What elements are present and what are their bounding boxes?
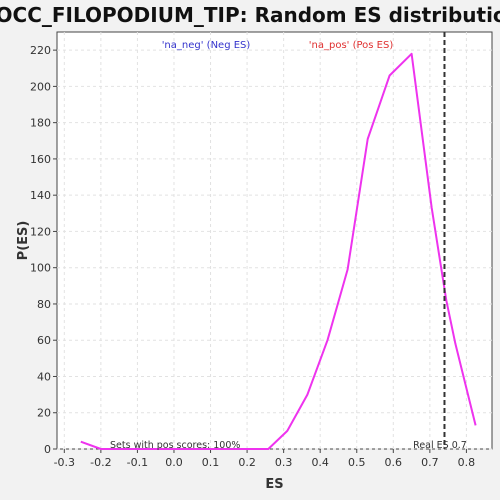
x-tick-label: -0.3 — [54, 456, 75, 469]
x-tick-label: -0.2 — [90, 456, 111, 469]
chart-title: GOCC_FILOPODIUM_TIP: Random ES distribut… — [0, 3, 500, 27]
y-tick-label: 100 — [30, 262, 51, 275]
y-tick-label: 180 — [30, 117, 51, 130]
y-tick-label: 40 — [37, 370, 51, 383]
x-tick-label: -0.1 — [127, 456, 148, 469]
axis-ticks: -0.3 -0.2 -0.1 0.0 0.1 0.2 0.3 0.4 0.5 0.6 0.7 0.8 0… — [30, 44, 475, 469]
x-tick-label: 0.2 — [238, 456, 256, 469]
y-tick-label: 20 — [37, 407, 51, 420]
y-tick-label: 60 — [37, 334, 51, 347]
y-tick-label: 200 — [30, 80, 51, 93]
y-axis-label: P(ES) — [16, 221, 31, 261]
x-tick-label: 0.8 — [458, 456, 476, 469]
x-axis-label: ES — [265, 477, 283, 492]
x-tick-label: 0.5 — [348, 456, 366, 469]
series-group — [80, 52, 477, 450]
y-tick-label: 220 — [30, 44, 51, 57]
x-tick-label: 0.3 — [275, 456, 293, 469]
y-tick-label: 140 — [30, 189, 51, 202]
grid — [57, 32, 492, 450]
y-tick-label: 0 — [44, 443, 51, 456]
x-tick-label: 0.0 — [165, 456, 183, 469]
legend-neg-label: 'na_neg' (Neg ES) — [162, 40, 251, 51]
x-tick-label: 0.7 — [421, 456, 439, 469]
es-distribution-line — [80, 52, 477, 450]
x-tick-label: 0.4 — [311, 456, 329, 469]
y-tick-label: 80 — [37, 298, 51, 311]
x-tick-label: 0.1 — [202, 456, 220, 469]
plot-area — [56, 31, 493, 450]
y-tick-label: 120 — [30, 225, 51, 238]
pos-scores-annotation: Sets with pos scores: 100% — [110, 440, 240, 451]
real-es-label: Real ES 0.7 — [413, 440, 467, 451]
y-tick-label: 160 — [30, 153, 51, 166]
x-tick-label: 0.6 — [385, 456, 403, 469]
legend-pos-label: 'na_pos' (Pos ES) — [309, 40, 394, 51]
